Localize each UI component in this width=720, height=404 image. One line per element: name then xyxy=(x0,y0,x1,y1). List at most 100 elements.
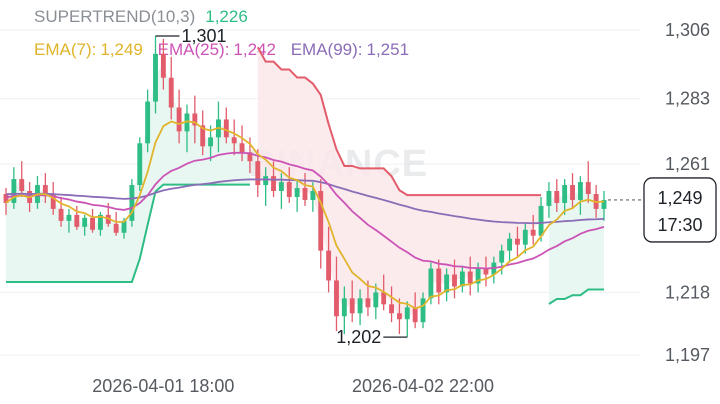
candle-down xyxy=(436,268,442,293)
candle-down xyxy=(223,119,229,138)
candle-down xyxy=(176,107,182,132)
candle-down xyxy=(271,176,276,192)
candle-up xyxy=(341,298,347,317)
candle-down xyxy=(396,313,402,320)
candle-up xyxy=(357,298,363,314)
supertrend-label: SUPERTREND(10,3) xyxy=(34,7,196,26)
candle-up xyxy=(97,214,103,230)
candle-up xyxy=(278,182,284,192)
candle-up xyxy=(601,199,607,209)
candle-down xyxy=(19,179,25,192)
supertrend-up-line xyxy=(6,183,250,283)
candle-down xyxy=(255,161,261,186)
low-price-label: 1,202 xyxy=(336,327,381,347)
supertrend-down-line xyxy=(256,46,542,197)
candle-down xyxy=(42,185,48,194)
candle-down xyxy=(515,238,520,245)
candle-up xyxy=(294,188,300,197)
candle-up xyxy=(546,191,552,206)
candle-countdown-label: 17:30 xyxy=(657,215,702,235)
candle-down xyxy=(530,229,536,236)
candle-down xyxy=(58,208,64,221)
candle-up xyxy=(522,229,528,245)
y-tick-label: 1,306 xyxy=(665,20,710,40)
candle-up xyxy=(404,307,410,320)
x-tick-label: 2026-04-02 22:00 xyxy=(352,376,494,396)
candle-up xyxy=(538,205,544,236)
ema7-value: 1,249 xyxy=(100,40,143,59)
candle-up xyxy=(562,185,568,203)
candle-down xyxy=(334,280,339,317)
candle-up xyxy=(577,182,583,200)
candle-down xyxy=(585,182,591,194)
candle-up xyxy=(310,191,316,200)
candle-down xyxy=(483,268,489,275)
candle-up xyxy=(444,274,450,293)
indicator-legend-row-1: SUPERTREND(10,3) 1,226 xyxy=(34,7,258,27)
ema99-label: EMA(99): 1,251 xyxy=(291,40,409,59)
candle-down xyxy=(318,191,324,251)
candle-down xyxy=(554,191,560,203)
candle-down xyxy=(231,137,237,144)
candle-down xyxy=(286,182,292,197)
candle-down xyxy=(467,271,473,284)
y-tick-label: 1,218 xyxy=(665,282,710,302)
candle-down xyxy=(74,214,80,227)
candle-down xyxy=(192,113,198,126)
x-tick-label: 2026-04-01 18:00 xyxy=(92,376,234,396)
candle-down xyxy=(326,250,332,281)
candle-up xyxy=(153,53,158,102)
current-price-label: 1,249 xyxy=(657,188,702,208)
y-tick-label: 1,283 xyxy=(665,89,710,109)
supertrend-value: 1,226 xyxy=(205,7,248,26)
high-price-label: 1,301 xyxy=(182,26,227,46)
ema99-line xyxy=(5,178,605,225)
candle-down xyxy=(239,143,245,153)
ema99-label-text: EMA(99): xyxy=(290,40,363,59)
candle-up xyxy=(137,143,143,186)
ema25-label: EMA(25): 1,242 xyxy=(158,40,276,59)
candle-up xyxy=(475,268,481,284)
candle-up xyxy=(145,101,151,144)
candle-up xyxy=(459,271,465,287)
candle-up xyxy=(263,176,269,186)
candle-down xyxy=(247,152,253,162)
candle-up xyxy=(507,238,513,251)
candle-down xyxy=(50,193,56,209)
supertrend-up-fill xyxy=(6,64,250,282)
candle-down xyxy=(381,292,387,305)
candle-up xyxy=(420,298,426,323)
candle-up xyxy=(373,292,379,308)
ema7-label: EMA(7): 1,249 xyxy=(34,40,143,59)
candle-down xyxy=(570,185,575,200)
candle-up xyxy=(82,217,88,227)
ema25-label-text: EMA(25): xyxy=(157,40,230,59)
candle-down xyxy=(412,307,418,323)
candle-up xyxy=(11,179,17,203)
y-tick-label: 1,261 xyxy=(665,154,710,174)
candle-down xyxy=(168,77,174,108)
candle-down xyxy=(90,217,95,230)
candle-down xyxy=(113,223,119,233)
candle-down xyxy=(349,298,355,314)
candle-down xyxy=(389,304,394,314)
candle-down xyxy=(452,274,457,287)
candle-down xyxy=(365,298,371,308)
indicator-legend-row-2: EMA(7): 1,249 EMA(25): 1,242 EMA(99): 1,251 xyxy=(34,40,419,60)
ema99-value: 1,251 xyxy=(366,40,410,59)
price-tag-box xyxy=(643,177,717,243)
supertrend-up-line xyxy=(548,288,604,305)
ema25-value: 1,242 xyxy=(233,40,276,59)
y-tick-label: 1,197 xyxy=(665,345,710,365)
candle-down xyxy=(302,188,308,200)
candle-down xyxy=(3,193,9,203)
candle-down xyxy=(160,53,166,78)
candle-up xyxy=(66,214,72,221)
candle-up xyxy=(428,268,434,299)
candle-up xyxy=(121,220,127,233)
candle-down xyxy=(200,125,206,147)
candle-up xyxy=(208,137,214,147)
candle-up xyxy=(184,113,190,132)
candle-up xyxy=(129,185,135,221)
